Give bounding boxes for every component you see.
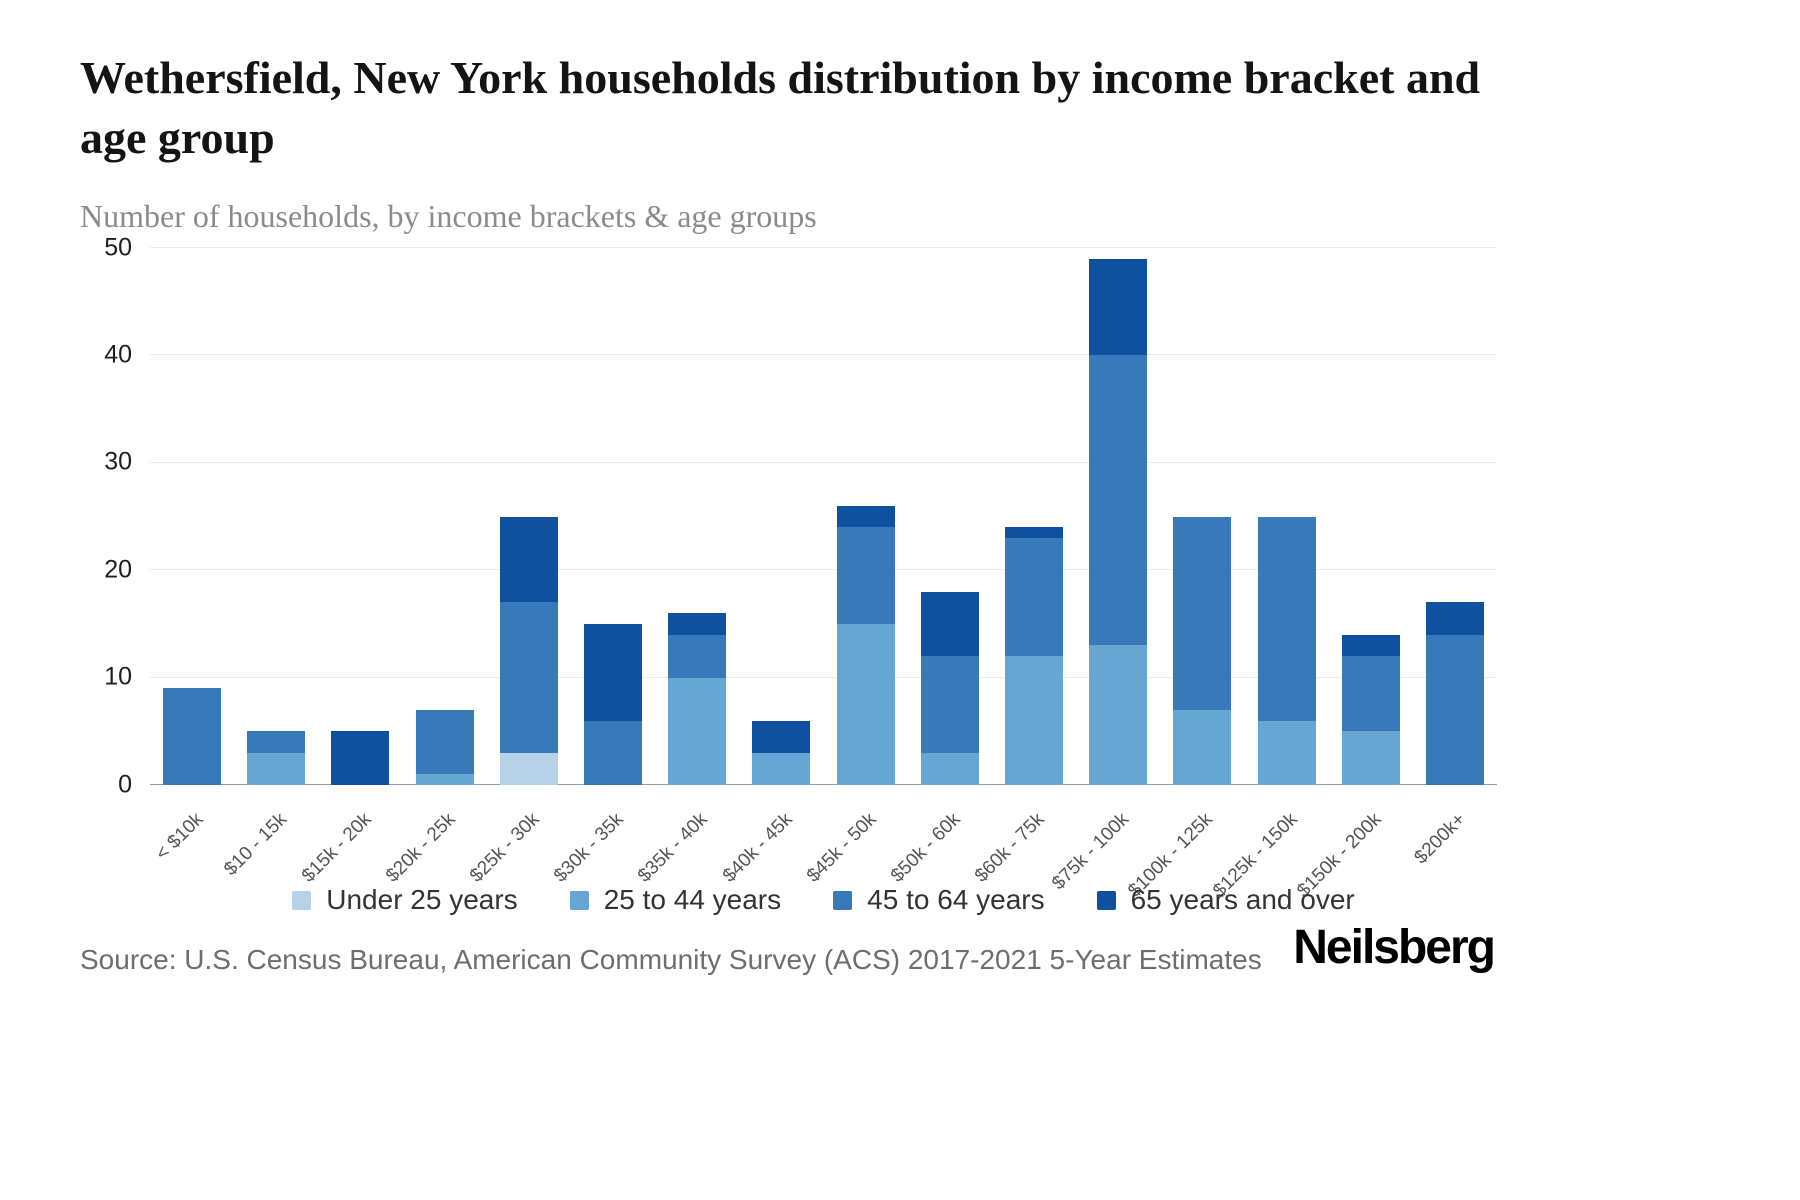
legend-swatch-icon	[1096, 890, 1116, 910]
bar-segment	[1257, 720, 1316, 785]
legend-swatch-icon	[292, 890, 312, 910]
legend-label: 65 years and over	[1130, 884, 1355, 915]
x-tick-label: $35k - 40k	[634, 809, 713, 887]
y-tick-label-20: 20	[104, 555, 132, 584]
bar-stack	[836, 505, 895, 785]
y-tick-label-30: 30	[104, 447, 132, 476]
gridline-10: 10	[104, 663, 1497, 691]
bar-segment	[247, 731, 306, 753]
gridline-20: 20	[104, 555, 1497, 583]
legend-label: Under 25 years	[326, 884, 518, 915]
y-tick-label-0: 0	[118, 770, 132, 798]
bar-stack	[752, 720, 811, 785]
bar-segment	[415, 774, 474, 785]
bar-segment	[584, 720, 643, 785]
x-tick-label: $45k - 50k	[802, 809, 881, 887]
bar-segment	[1341, 656, 1400, 732]
legend-item: 65 years and over	[1096, 884, 1355, 916]
bar-stack	[1004, 527, 1063, 785]
bar-segment	[499, 516, 558, 603]
bar-segment	[920, 656, 979, 753]
legend: Under 25 years 25 to 44 years 45 to 64 yea…	[150, 884, 1497, 916]
x-tick-label: $20k - 25k	[381, 809, 460, 887]
bar-segment	[1089, 645, 1148, 785]
bar-stack	[1257, 516, 1316, 785]
legend-swatch-icon	[569, 890, 589, 910]
bar-stack	[668, 613, 727, 785]
x-tick-label: $15k - 20k	[297, 809, 376, 887]
bar-segment	[920, 752, 979, 785]
x-tick-label: $25k - 30k	[466, 809, 544, 887]
x-tick-label: $75k - 100k	[1047, 809, 1134, 895]
bar-stack	[163, 688, 222, 785]
y-tick-label-40: 40	[104, 340, 132, 369]
bar-segment	[499, 752, 558, 785]
bar-segment	[752, 720, 811, 753]
x-tick-label: $10 - 15k	[220, 809, 292, 880]
bar-stack	[584, 623, 643, 785]
bar-segment	[920, 591, 979, 657]
bar-segment	[1004, 538, 1063, 657]
bar-stack	[331, 731, 390, 785]
bar-segment	[668, 677, 727, 785]
bar-stack	[499, 516, 558, 785]
bar-segment	[1173, 709, 1232, 785]
bar-segment	[1173, 516, 1232, 710]
bar-segment	[1004, 656, 1063, 785]
chart-title: Wethersfield, New York households distri…	[80, 52, 1481, 163]
bar-segment	[752, 752, 811, 785]
bars-container	[150, 248, 1497, 785]
x-tick-label: $30k - 35k	[550, 809, 628, 887]
bar-segment	[1089, 355, 1148, 646]
bar-stack	[1425, 602, 1484, 785]
bar-segment	[836, 505, 895, 528]
bar-stack	[1341, 634, 1400, 785]
bar-segment	[247, 752, 306, 785]
legend-item: 25 to 44 years	[569, 884, 782, 916]
x-tick-label: $40k - 45k	[718, 809, 797, 887]
bar-stack	[247, 731, 306, 785]
bar-stack	[920, 591, 979, 785]
legend-item: Under 25 years	[292, 884, 518, 916]
source-note: Source: U.S. Census Bureau, American Com…	[80, 944, 1262, 975]
bar-segment	[1341, 731, 1400, 785]
bar-segment	[499, 602, 558, 753]
bar-stack	[1173, 516, 1232, 785]
legend-label: 25 to 44 years	[603, 884, 782, 915]
legend-swatch-icon	[833, 890, 853, 910]
gridline-40: 40	[104, 340, 1497, 368]
bar-segment	[668, 613, 727, 635]
y-tick-label-10: 10	[104, 662, 132, 691]
bar-segment	[836, 623, 895, 785]
bar-segment	[668, 634, 727, 678]
bar-segment	[163, 688, 222, 785]
x-tick-label: $200k+	[1410, 809, 1470, 869]
legend-item: 45 to 64 years	[833, 884, 1045, 916]
gridline-0: 0	[118, 770, 1497, 798]
bar-segment	[584, 623, 643, 721]
y-tick-label-50: 50	[104, 233, 132, 261]
bar-segment	[1004, 527, 1063, 538]
x-tick-label: $50k - 60k	[887, 809, 965, 887]
bar-segment	[331, 731, 390, 785]
legend-label: 45 to 64 years	[867, 884, 1045, 915]
bar-segment	[1089, 258, 1148, 356]
gridline-50: 50	[104, 233, 1497, 261]
bar-segment	[836, 527, 895, 624]
bar-segment	[1425, 634, 1484, 785]
bar-segment	[1341, 634, 1400, 657]
x-tick-label: $60k - 75k	[971, 809, 1049, 887]
bar-segment	[1425, 602, 1484, 635]
bar-stack	[415, 709, 474, 785]
gridline-30: 30	[104, 448, 1497, 476]
plot-area: 0 10 20 30 40 50	[104, 233, 1497, 798]
brand-logo: Neilsberg	[1293, 921, 1496, 974]
bar-stack	[1089, 258, 1148, 785]
chart-subtitle: Number of households, by income brackets…	[80, 198, 817, 234]
x-tick-label: < $10k	[151, 809, 207, 865]
bar-segment	[1257, 516, 1316, 721]
bar-segment	[415, 709, 474, 775]
